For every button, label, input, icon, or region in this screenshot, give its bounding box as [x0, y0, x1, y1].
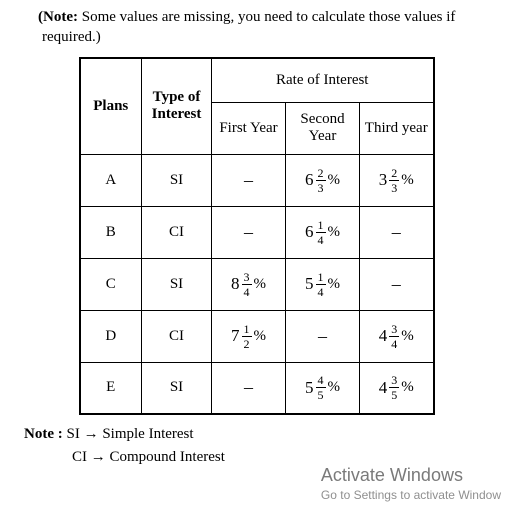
note-si-def: Simple Interest — [102, 426, 193, 442]
header-type: Type of Interest — [142, 58, 212, 154]
cell-plan: E — [80, 362, 142, 414]
mixed-fraction: 545% — [305, 374, 340, 401]
cell-third: – — [360, 206, 434, 258]
dash: – — [244, 222, 253, 242]
cell-type: CI — [142, 310, 212, 362]
cell-plan: B — [80, 206, 142, 258]
cell-second: 514% — [286, 258, 360, 310]
cell-plan: D — [80, 310, 142, 362]
cell-plan: C — [80, 258, 142, 310]
mixed-fraction: 323% — [379, 167, 414, 194]
cell-plan: A — [80, 154, 142, 206]
dash: – — [392, 274, 401, 294]
cell-type: SI — [142, 154, 212, 206]
cell-second: – — [286, 310, 360, 362]
cell-first: – — [212, 206, 286, 258]
interest-table: Plans Type of Interest Rate of Interest … — [79, 57, 435, 415]
cell-second: 545% — [286, 362, 360, 414]
note-ci-abbr: CI — [72, 449, 87, 465]
cell-first: 712% — [212, 310, 286, 362]
cell-third: 434% — [360, 310, 434, 362]
table-row: ASI – 623% 323% — [80, 154, 434, 206]
note-si-abbr: SI — [66, 426, 79, 442]
cell-third: 435% — [360, 362, 434, 414]
note-top-prefix: (Note: — [38, 9, 78, 25]
dash: – — [392, 222, 401, 242]
header-plans: Plans — [80, 58, 142, 154]
mixed-fraction: 435% — [379, 374, 414, 401]
header-second: Second Year — [286, 102, 360, 154]
arrow-icon: → — [91, 449, 106, 465]
dash: – — [244, 377, 253, 397]
note-top-body: Some values are missing, you need to cal… — [42, 9, 455, 45]
cell-third: 323% — [360, 154, 434, 206]
cell-type: CI — [142, 206, 212, 258]
header-rate: Rate of Interest — [212, 58, 434, 102]
mixed-fraction: 623% — [305, 167, 340, 194]
watermark-title: Activate Windows — [321, 465, 501, 486]
arrow-icon: → — [84, 426, 99, 442]
note-label: Note : — [24, 426, 63, 442]
table-row: DCI 712% – 434% — [80, 310, 434, 362]
table-row: ESI – 545% 435% — [80, 362, 434, 414]
note-top: (Note: Some values are missing, you need… — [18, 8, 495, 47]
header-first: First Year — [212, 102, 286, 154]
table-row: CSI 834% 514% – — [80, 258, 434, 310]
mixed-fraction: 434% — [379, 323, 414, 350]
note-ci-def: Compound Interest — [110, 449, 225, 465]
watermark-sub: Go to Settings to activate Window — [321, 488, 501, 502]
note-bottom: Note : SI → Simple Interest CI → Compoun… — [18, 423, 495, 468]
dash: – — [318, 326, 327, 346]
mixed-fraction: 514% — [305, 271, 340, 298]
table-row: BCI – 614% – — [80, 206, 434, 258]
cell-third: – — [360, 258, 434, 310]
cell-type: SI — [142, 362, 212, 414]
cell-first: – — [212, 362, 286, 414]
dash: – — [244, 170, 253, 190]
cell-second: 623% — [286, 154, 360, 206]
header-third: Third year — [360, 102, 434, 154]
mixed-fraction: 712% — [231, 323, 266, 350]
cell-type: SI — [142, 258, 212, 310]
cell-second: 614% — [286, 206, 360, 258]
activate-windows-watermark: Activate Windows Go to Settings to activ… — [321, 465, 501, 502]
cell-first: – — [212, 154, 286, 206]
cell-first: 834% — [212, 258, 286, 310]
mixed-fraction: 834% — [231, 271, 266, 298]
mixed-fraction: 614% — [305, 219, 340, 246]
